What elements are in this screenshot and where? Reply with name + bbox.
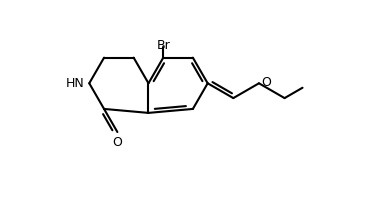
Text: O: O bbox=[261, 76, 271, 89]
Text: HN: HN bbox=[66, 77, 84, 90]
Text: O: O bbox=[112, 136, 122, 149]
Text: Br: Br bbox=[156, 39, 170, 52]
